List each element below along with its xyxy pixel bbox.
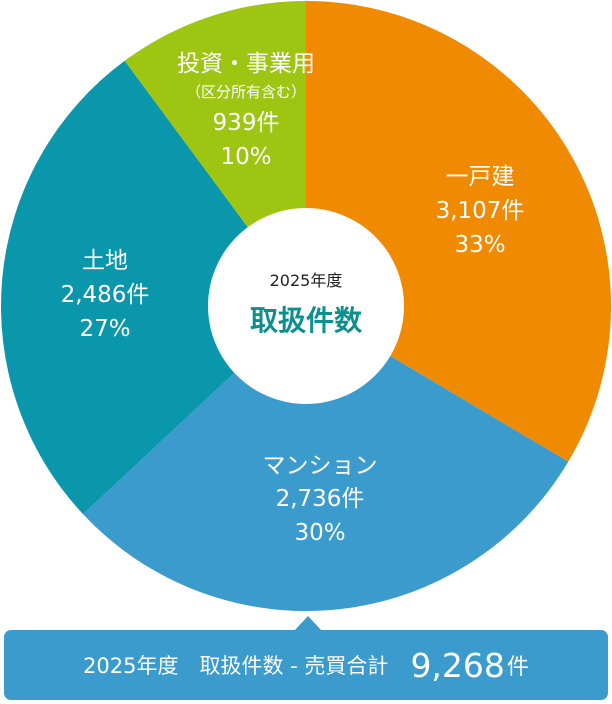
- center-title-label: 取扱件数: [250, 304, 363, 337]
- slice-name-label: 土地: [82, 248, 128, 274]
- slice-value-label: 939件: [213, 110, 280, 136]
- slice-name-label: 投資・事業用: [177, 51, 315, 77]
- summary-pointer: [294, 616, 322, 631]
- summary-text: 2025年度 取扱件数 - 売買合計: [83, 654, 389, 678]
- center-hole: [208, 208, 404, 404]
- summary-unit: 件: [506, 655, 529, 680]
- center-year-label: 2025年度: [270, 271, 343, 290]
- summary-value: 9,268: [410, 645, 505, 685]
- pie-slice: [83, 306, 569, 611]
- slice-value-label: 2,486件: [61, 282, 150, 308]
- slice-percent-label: 27%: [79, 316, 130, 342]
- slice-percent-label: 10%: [220, 144, 271, 170]
- slice-value-label: 3,107件: [436, 198, 525, 224]
- pie-chart: 2025年度 取扱件数 一戸建 3,107件 33% マンション 2,736件 …: [0, 1, 611, 611]
- slice-value-label: 2,736件: [276, 486, 365, 512]
- slice-percent-label: 33%: [454, 232, 505, 258]
- slice-name-label: マンション: [263, 453, 378, 479]
- slice-subname-label: （区分所有含む）: [186, 83, 306, 101]
- slice-percent-label: 30%: [294, 520, 345, 546]
- pie-slice: [0, 60, 306, 515]
- summary-banner: 2025年度 取扱件数 - 売買合計 9,268 件: [4, 630, 608, 700]
- slice-name-label: 一戸建: [446, 164, 515, 190]
